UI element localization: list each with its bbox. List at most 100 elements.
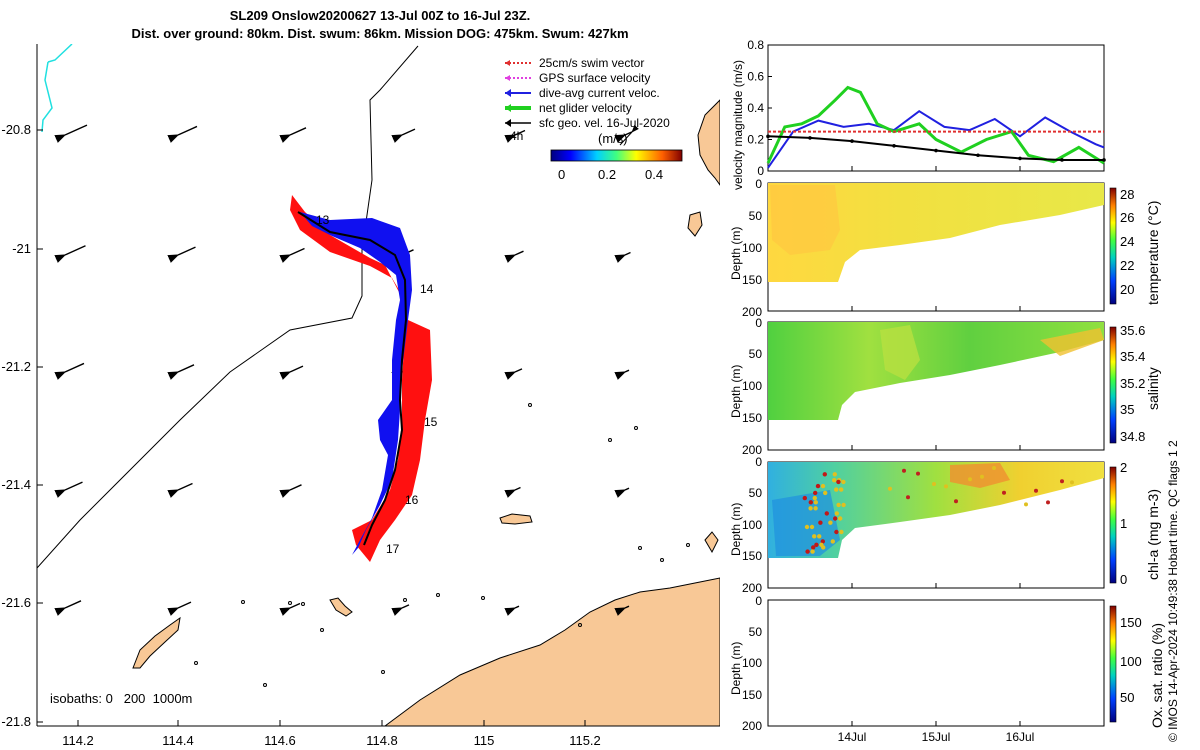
chla-sample-dot	[992, 466, 996, 470]
map-xtick-label: 114.4	[162, 733, 194, 748]
chla-sample-dot	[810, 549, 815, 554]
map-xtick-label: 114.8	[366, 733, 398, 748]
velocity-point	[892, 144, 896, 148]
sal-cbar-35: 35	[1120, 402, 1134, 417]
salinity-high-patch	[1040, 328, 1104, 356]
chla-sample-dot	[823, 490, 828, 496]
chla-sample-dot	[832, 478, 837, 483]
map-xtick-label: 115	[474, 733, 495, 748]
temperature-section	[768, 183, 1104, 282]
sfc-vector	[279, 365, 304, 380]
colorbar-tick-02: 0.2	[598, 167, 616, 182]
temp-ytick-0: 0	[755, 177, 762, 191]
ox-cbar-150: 150	[1120, 615, 1142, 630]
time-tick-label: 15Jul	[922, 730, 951, 744]
sal-ytick-100: 100	[742, 379, 762, 393]
velocity-y-ticks: 0 0.2 0.4 0.6 0.8	[747, 38, 772, 178]
sfc-vector	[167, 364, 195, 380]
isobaths-label: isobaths: 0 200 1000m	[50, 691, 192, 706]
legend-item-swim-vector: 25cm/s swim vector	[505, 55, 690, 70]
sal-ytick-50: 50	[749, 347, 763, 361]
chla-sample-dot	[1046, 500, 1050, 505]
plot-title-line2: Dist. over ground: 80km. Dist. swum: 86k…	[131, 26, 629, 41]
temp-cbar-24: 24	[1120, 234, 1134, 249]
imos-credit: © IMOS 14-Apr-2024 10:49:38 Hobart time.…	[1166, 440, 1180, 742]
sal-cbar-352: 35.2	[1120, 376, 1145, 391]
sfc-vector	[391, 604, 410, 616]
chla-sample-dot	[902, 468, 906, 473]
islet-dots	[194, 403, 690, 687]
velocity-ytick-label: 0.4	[747, 101, 764, 115]
chla-sample-dot	[820, 539, 825, 544]
chla-sample-dot	[830, 539, 835, 544]
ox-cbar-100: 100	[1120, 654, 1142, 669]
sfc-vector	[504, 368, 523, 380]
chla-sample-dot	[824, 511, 829, 516]
velocity-ytick-label: 0.6	[747, 70, 764, 84]
sfc-vector	[614, 251, 631, 263]
chla-sample-dot	[1024, 502, 1028, 507]
chla-sample-dot	[812, 534, 817, 539]
ox-ytick-50: 50	[749, 625, 763, 639]
sfc-vector	[54, 124, 88, 143]
velocity-series-line	[766, 85, 1105, 165]
sfc-vector	[614, 605, 630, 616]
chla-sample-dot	[1070, 480, 1074, 485]
sfc-vector	[504, 605, 520, 616]
plot-title-line1: SL209 Onslow20200627 13-Jul 00Z to 16-Ju…	[229, 8, 531, 23]
velocity-point	[976, 153, 980, 158]
salinity-colorbar-ticks: 34.8 35 35.2 35.4 35.6	[1120, 323, 1145, 444]
glider-track-map: 13 14 15 16 17 114.2 114.4 114.6 114.8 115 11…	[1, 44, 720, 748]
sfc-vector	[54, 600, 82, 616]
temp-cbar-20: 20	[1120, 282, 1134, 297]
chla-sample-dot	[813, 500, 818, 505]
red-swim-band	[290, 195, 432, 562]
oxygen-colorbar	[1109, 605, 1117, 723]
velocity-ytick-label: 0.2	[747, 133, 764, 147]
velocity-ytick-label: 0.8	[747, 38, 764, 52]
temp-ytick-50: 50	[749, 209, 763, 223]
temperature-ylabel: Depth (m)	[729, 227, 743, 280]
day-label-15: 15	[424, 415, 438, 429]
legend-item-gps: GPS surface velocity	[505, 70, 690, 85]
sfc-vector	[504, 129, 526, 143]
map-xtick-label: 114.6	[264, 733, 296, 748]
temp-ytick-150: 150	[742, 273, 762, 287]
legend-vector-sample	[619, 124, 639, 146]
map-ytick-label: -21.2	[1, 359, 31, 374]
island-4	[704, 531, 719, 554]
sfc-vector	[504, 486, 521, 498]
velocity-point	[934, 148, 938, 153]
ox-ytick-100: 100	[742, 656, 762, 670]
velocity-point	[808, 136, 812, 140]
salinity-low-patch	[880, 325, 920, 380]
chla-sample-dot	[1002, 490, 1006, 495]
sal-cbar-348: 34.8	[1120, 429, 1145, 444]
legend-swatch-sfc	[505, 118, 531, 127]
sfc-vector	[279, 484, 302, 498]
chla-sample-dot	[944, 484, 948, 489]
velocity-point	[1018, 156, 1022, 161]
chla-ytick-50: 50	[749, 486, 763, 500]
ox-ytick-150: 150	[742, 688, 762, 702]
sfc-vector	[279, 247, 305, 263]
chla-colorbar-ticks: 0 1 2	[1120, 460, 1127, 587]
legend-swatch-dive-avg	[505, 88, 531, 97]
chla-sample-dot	[838, 516, 843, 521]
sal-cbar-354: 35.4	[1120, 349, 1145, 364]
map-ytick-label: -20.8	[1, 122, 31, 137]
map-ytick-label: -21.8	[1, 714, 31, 729]
island-3	[329, 597, 353, 617]
sfc-vector	[391, 128, 416, 143]
chla-sample-dot	[809, 524, 815, 530]
sfc-vector	[54, 481, 83, 498]
chla-sample-dot	[812, 495, 817, 501]
velocity-point	[766, 134, 770, 139]
map-ytick-label: -21	[12, 241, 31, 256]
ox-ytick-200: 200	[742, 719, 762, 733]
map-legend: 25cm/s swim vector GPS surface velocity …	[505, 55, 690, 130]
chla-sample-dot	[834, 529, 839, 535]
chla-sample-dot	[888, 486, 892, 491]
legend-item-dive-avg: dive-avg current veloc.	[505, 85, 690, 100]
sfc-vector	[167, 601, 192, 616]
